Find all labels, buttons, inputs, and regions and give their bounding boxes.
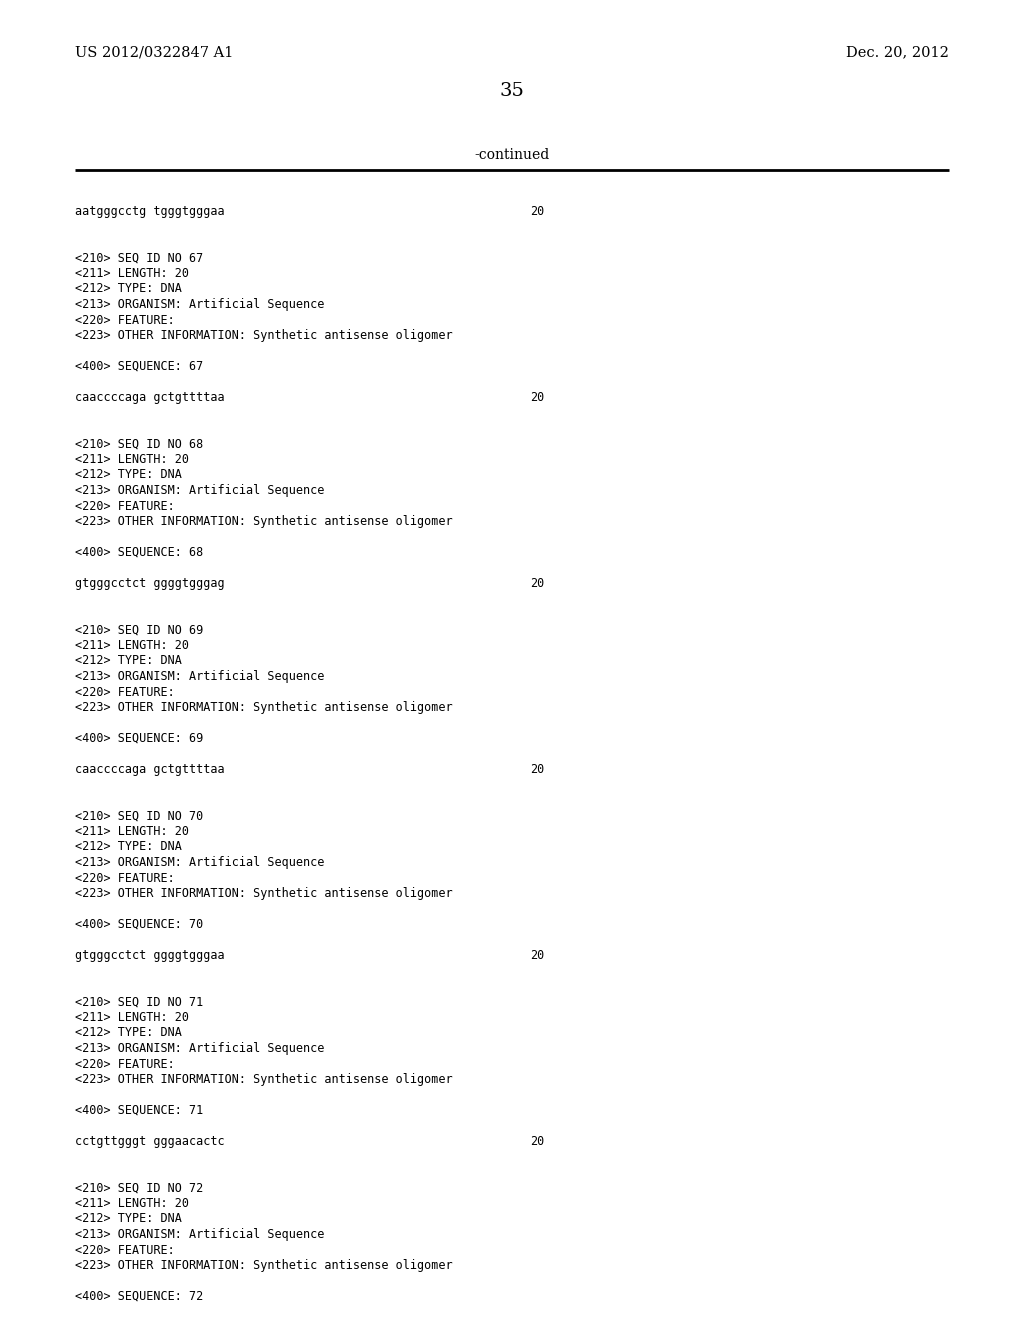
Text: <211> LENGTH: 20: <211> LENGTH: 20 (75, 825, 189, 838)
Text: Dec. 20, 2012: Dec. 20, 2012 (846, 45, 949, 59)
Text: US 2012/0322847 A1: US 2012/0322847 A1 (75, 45, 233, 59)
Text: <210> SEQ ID NO 67: <210> SEQ ID NO 67 (75, 252, 203, 264)
Text: <213> ORGANISM: Artificial Sequence: <213> ORGANISM: Artificial Sequence (75, 298, 325, 312)
Text: gtgggcctct ggggtgggaa: gtgggcctct ggggtgggaa (75, 949, 224, 962)
Text: <400> SEQUENCE: 67: <400> SEQUENCE: 67 (75, 360, 203, 374)
Text: <211> LENGTH: 20: <211> LENGTH: 20 (75, 267, 189, 280)
Text: <211> LENGTH: 20: <211> LENGTH: 20 (75, 453, 189, 466)
Text: 20: 20 (530, 1135, 544, 1148)
Text: <223> OTHER INFORMATION: Synthetic antisense oligomer: <223> OTHER INFORMATION: Synthetic antis… (75, 1259, 453, 1272)
Text: <213> ORGANISM: Artificial Sequence: <213> ORGANISM: Artificial Sequence (75, 1228, 325, 1241)
Text: <213> ORGANISM: Artificial Sequence: <213> ORGANISM: Artificial Sequence (75, 671, 325, 682)
Text: 20: 20 (530, 205, 544, 218)
Text: 20: 20 (530, 577, 544, 590)
Text: <212> TYPE: DNA: <212> TYPE: DNA (75, 469, 182, 482)
Text: <210> SEQ ID NO 70: <210> SEQ ID NO 70 (75, 809, 203, 822)
Text: aatgggcctg tgggtgggaa: aatgggcctg tgggtgggaa (75, 205, 224, 218)
Text: <212> TYPE: DNA: <212> TYPE: DNA (75, 655, 182, 668)
Text: cctgttgggt gggaacactc: cctgttgggt gggaacactc (75, 1135, 224, 1148)
Text: <210> SEQ ID NO 68: <210> SEQ ID NO 68 (75, 437, 203, 450)
Text: <400> SEQUENCE: 71: <400> SEQUENCE: 71 (75, 1104, 203, 1117)
Text: caaccccaga gctgttttaa: caaccccaga gctgttttaa (75, 391, 224, 404)
Text: 35: 35 (500, 82, 524, 100)
Text: <211> LENGTH: 20: <211> LENGTH: 20 (75, 1197, 189, 1210)
Text: 20: 20 (530, 949, 544, 962)
Text: <400> SEQUENCE: 68: <400> SEQUENCE: 68 (75, 546, 203, 558)
Text: <220> FEATURE:: <220> FEATURE: (75, 1243, 175, 1257)
Text: <400> SEQUENCE: 72: <400> SEQUENCE: 72 (75, 1290, 203, 1303)
Text: <220> FEATURE:: <220> FEATURE: (75, 499, 175, 512)
Text: <400> SEQUENCE: 70: <400> SEQUENCE: 70 (75, 917, 203, 931)
Text: <210> SEQ ID NO 72: <210> SEQ ID NO 72 (75, 1181, 203, 1195)
Text: <220> FEATURE:: <220> FEATURE: (75, 871, 175, 884)
Text: <210> SEQ ID NO 71: <210> SEQ ID NO 71 (75, 995, 203, 1008)
Text: 20: 20 (530, 763, 544, 776)
Text: <223> OTHER INFORMATION: Synthetic antisense oligomer: <223> OTHER INFORMATION: Synthetic antis… (75, 701, 453, 714)
Text: <223> OTHER INFORMATION: Synthetic antisense oligomer: <223> OTHER INFORMATION: Synthetic antis… (75, 515, 453, 528)
Text: <213> ORGANISM: Artificial Sequence: <213> ORGANISM: Artificial Sequence (75, 484, 325, 498)
Text: <220> FEATURE:: <220> FEATURE: (75, 1057, 175, 1071)
Text: <211> LENGTH: 20: <211> LENGTH: 20 (75, 1011, 189, 1024)
Text: <400> SEQUENCE: 69: <400> SEQUENCE: 69 (75, 733, 203, 744)
Text: caaccccaga gctgttttaa: caaccccaga gctgttttaa (75, 763, 224, 776)
Text: <213> ORGANISM: Artificial Sequence: <213> ORGANISM: Artificial Sequence (75, 1041, 325, 1055)
Text: -continued: -continued (474, 148, 550, 162)
Text: <212> TYPE: DNA: <212> TYPE: DNA (75, 1027, 182, 1040)
Text: 20: 20 (530, 391, 544, 404)
Text: gtgggcctct ggggtgggag: gtgggcctct ggggtgggag (75, 577, 224, 590)
Text: <212> TYPE: DNA: <212> TYPE: DNA (75, 841, 182, 854)
Text: <220> FEATURE:: <220> FEATURE: (75, 314, 175, 326)
Text: <223> OTHER INFORMATION: Synthetic antisense oligomer: <223> OTHER INFORMATION: Synthetic antis… (75, 887, 453, 900)
Text: <212> TYPE: DNA: <212> TYPE: DNA (75, 282, 182, 296)
Text: <223> OTHER INFORMATION: Synthetic antisense oligomer: <223> OTHER INFORMATION: Synthetic antis… (75, 329, 453, 342)
Text: <213> ORGANISM: Artificial Sequence: <213> ORGANISM: Artificial Sequence (75, 855, 325, 869)
Text: <210> SEQ ID NO 69: <210> SEQ ID NO 69 (75, 623, 203, 636)
Text: <212> TYPE: DNA: <212> TYPE: DNA (75, 1213, 182, 1225)
Text: <211> LENGTH: 20: <211> LENGTH: 20 (75, 639, 189, 652)
Text: <223> OTHER INFORMATION: Synthetic antisense oligomer: <223> OTHER INFORMATION: Synthetic antis… (75, 1073, 453, 1086)
Text: <220> FEATURE:: <220> FEATURE: (75, 685, 175, 698)
